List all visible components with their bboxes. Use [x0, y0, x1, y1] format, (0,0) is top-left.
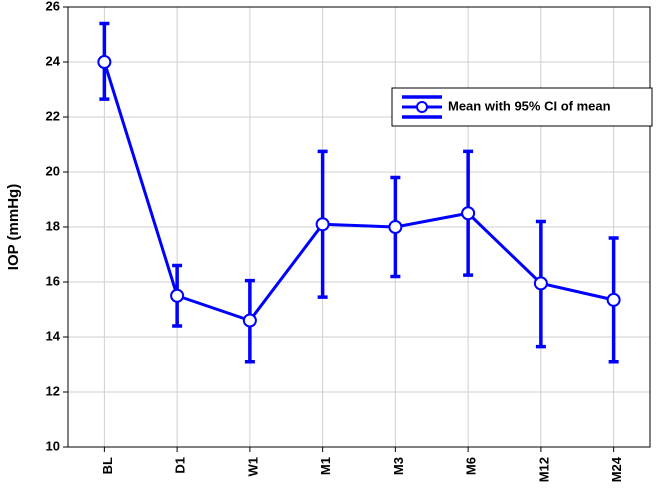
y-tick-label: 26	[46, 0, 60, 13]
legend-label: Mean with 95% CI of mean	[448, 98, 611, 113]
point	[461, 206, 476, 221]
point	[170, 288, 185, 303]
point	[606, 292, 621, 307]
y-tick-label: 16	[46, 273, 60, 288]
x-tick-label: M24	[609, 456, 624, 482]
y-tick-label: 14	[46, 328, 61, 343]
x-tick-label: M1	[318, 457, 333, 475]
y-tick-label: 12	[46, 383, 60, 398]
plot-frame	[67, 6, 651, 448]
point	[242, 313, 257, 328]
line	[102, 61, 614, 323]
point	[315, 217, 330, 232]
y-axis-label: IOP (mmHg)	[5, 184, 22, 270]
x-tick-label: M6	[464, 457, 479, 475]
point	[97, 55, 112, 69]
x-tick-label: M3	[391, 457, 406, 475]
point	[388, 220, 403, 234]
x-tick-label: D1	[173, 457, 188, 474]
y-tick-label: 10	[46, 438, 60, 453]
y-tick-label: 18	[46, 218, 60, 233]
legend-marker	[416, 101, 428, 113]
x-tick-label: BL	[100, 457, 115, 474]
x-tick-label: W1	[245, 457, 260, 477]
y-tick-label: 22	[46, 108, 60, 123]
y-tick-label: 20	[46, 163, 60, 178]
y-tick-label: 24	[46, 53, 61, 68]
point	[533, 276, 548, 291]
x-tick-label: M12	[536, 457, 551, 482]
